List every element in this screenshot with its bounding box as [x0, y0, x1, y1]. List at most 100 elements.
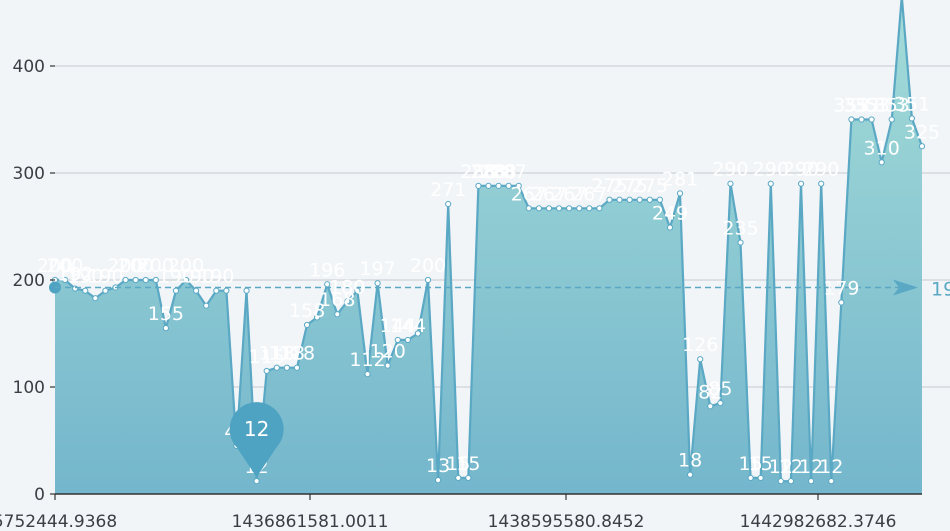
data-label: 190 [87, 266, 123, 288]
data-label: 12 [819, 456, 843, 478]
data-label: 353 [833, 95, 869, 117]
data-point [193, 287, 200, 294]
data-label: 353 [843, 95, 879, 117]
data-point [394, 336, 401, 344]
data-label: 281 [662, 168, 698, 190]
data-label: 200 [107, 255, 143, 277]
data-point [737, 239, 744, 246]
x-tick-label: 1438595580.8452 [488, 512, 645, 531]
data-point [888, 116, 895, 123]
data-label: 353 [874, 95, 910, 117]
data-point [616, 196, 623, 203]
data-label: 267 [531, 183, 567, 205]
data-label: 118 [269, 343, 305, 365]
data-point [586, 205, 593, 212]
data-point [918, 143, 926, 150]
data-point [545, 205, 553, 212]
pin-tail [237, 448, 277, 478]
data-label: 290 [783, 159, 819, 181]
data-point [626, 196, 633, 203]
data-label: 192 [57, 264, 93, 286]
data-label: 271 [430, 179, 466, 201]
data-label: 197 [359, 258, 395, 280]
data-label: 190 [158, 266, 194, 288]
data-point [445, 200, 452, 208]
average-line: 19 [49, 278, 950, 300]
y-tick-label: 300 [13, 164, 45, 184]
data-label: 190 [67, 266, 103, 288]
data-point [878, 159, 885, 166]
data-label: 12 [779, 456, 803, 478]
data-label: 288 [460, 161, 496, 183]
data-point [797, 180, 805, 187]
data-label: 155 [148, 303, 184, 325]
data-point [777, 478, 784, 485]
data-point [747, 474, 754, 482]
y-tick-label: 400 [13, 57, 45, 77]
data-point [828, 478, 835, 485]
data-point [364, 371, 371, 378]
data-point [908, 115, 916, 122]
data-label: 112 [349, 349, 385, 371]
data-label: 120 [370, 341, 406, 363]
average-arrow [893, 279, 918, 296]
data-point [676, 190, 684, 197]
data-point [314, 314, 321, 321]
data-point [203, 302, 210, 309]
data-label: 288 [480, 161, 516, 183]
data-point [636, 196, 643, 203]
data-point [384, 362, 391, 369]
data-point [182, 276, 190, 284]
data-point [213, 287, 220, 294]
data-label: 288 [470, 161, 506, 183]
data-point [566, 205, 573, 212]
data-label: 200 [37, 255, 73, 277]
data-label: 118 [279, 343, 315, 365]
data-point [808, 478, 815, 485]
y-tick-label: 100 [13, 378, 45, 398]
data-label: 275 [632, 175, 668, 197]
y-tick-label: 200 [13, 271, 45, 291]
average-label: 19 [931, 278, 950, 300]
data-label: 275 [591, 175, 627, 197]
x-tick-label: 1436861581.0011 [232, 512, 389, 531]
data-label: 200 [47, 255, 83, 277]
data-label: 179 [823, 277, 859, 299]
data-point [142, 276, 149, 284]
x-tick-label: 1442982682.3746 [740, 512, 897, 531]
data-label: 126 [682, 334, 718, 356]
axes: 0 100 200 300 400 5752444.9368 1436861581.0011… [0, 57, 922, 531]
data-label: 82 [698, 381, 722, 403]
data-point [475, 182, 482, 189]
data-point [838, 299, 845, 306]
area-fill [55, 0, 922, 494]
data-point [485, 182, 492, 189]
data-point [767, 180, 774, 187]
data-point [697, 356, 704, 363]
pin-head [229, 402, 284, 457]
data-label: 275 [612, 175, 648, 197]
pin-label: 12 [244, 417, 269, 441]
data-point [152, 276, 159, 284]
data-label: 235 [722, 218, 758, 240]
data-point [172, 287, 180, 294]
data-point [505, 182, 512, 189]
data-point [646, 196, 653, 203]
data-label: 200 [138, 255, 174, 277]
data-label: 144 [380, 315, 416, 337]
x-tick-label: 5752444.9368 [0, 512, 117, 531]
data-point [818, 180, 825, 187]
data-point [283, 364, 290, 371]
data-point [555, 205, 563, 212]
data-label: 15 [739, 453, 763, 475]
data-point [727, 180, 734, 187]
data-point [414, 330, 422, 337]
data-label: 290 [712, 159, 748, 181]
data-point [102, 287, 109, 294]
data-label: 200 [118, 255, 154, 277]
data-label: 115 [249, 346, 285, 368]
data-label: 15 [749, 453, 773, 475]
data-point [344, 298, 351, 305]
data-labels: 2002001921901902002002001551902001901904… [37, 93, 940, 478]
